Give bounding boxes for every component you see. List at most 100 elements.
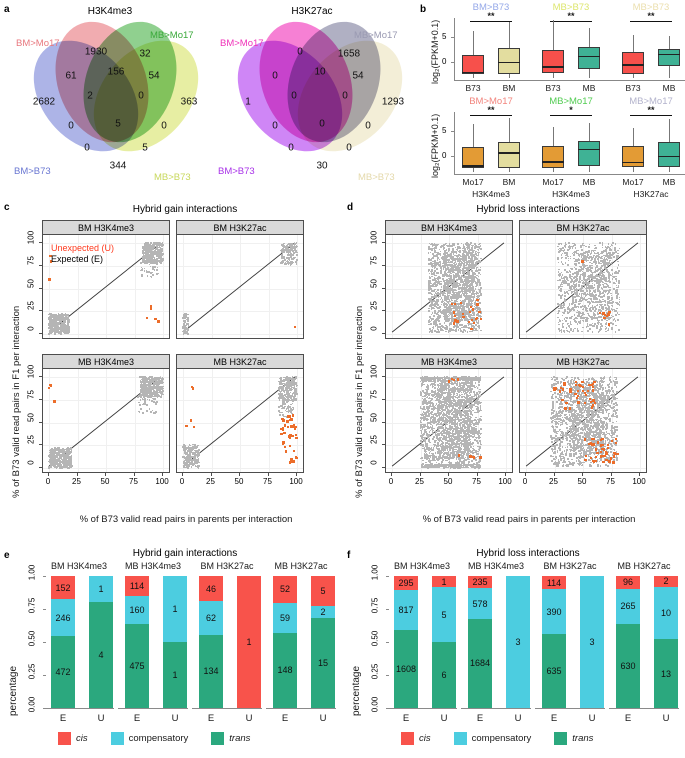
scatter-point-expected: [196, 446, 198, 448]
scatter-point-expected: [54, 314, 56, 316]
scatter-point-expected: [471, 293, 473, 295]
boxplot-y-tickmark: [451, 156, 454, 157]
scatter-point-expected: [466, 318, 468, 320]
boxplot-ylabel: log₂(FPKM+0.1): [430, 20, 440, 84]
scatter-point-expected: [292, 382, 294, 384]
scatter-point-expected: [431, 265, 433, 267]
scatter-point-expected: [280, 405, 282, 407]
scatter-point-expected: [434, 274, 436, 276]
scatter-point-expected: [480, 293, 482, 295]
scatter-point-expected: [143, 255, 145, 257]
scatter-point-expected: [192, 464, 194, 466]
scatter-point-expected: [149, 399, 151, 401]
scatter-point-expected: [464, 326, 466, 328]
scatter-y-tick: 100: [27, 229, 36, 247]
scatter-point-expected: [154, 412, 156, 414]
scatter-point-expected: [155, 391, 157, 393]
boxplot-y-tick: 5: [442, 32, 446, 41]
scatter-point-expected: [448, 245, 450, 247]
significance-label: **: [454, 11, 528, 21]
scatter-point-expected: [146, 261, 148, 263]
scatter-point-expected: [443, 247, 445, 249]
scatter-point-expected: [279, 414, 281, 416]
scatter-point-expected: [455, 247, 457, 249]
scatter-point-expected: [191, 467, 193, 469]
scatter-point-expected: [448, 318, 450, 320]
scatter-point-expected: [56, 460, 58, 462]
scatter-point-expected: [428, 264, 430, 266]
scatter-point-expected: [431, 276, 433, 278]
scatter-point-expected: [54, 333, 56, 335]
scatter-point-expected: [150, 272, 152, 274]
scatter-point-expected: [296, 398, 298, 400]
scatter-point-unexpected: [192, 387, 194, 389]
scatter-point-expected: [157, 273, 159, 275]
scatter-point-expected: [137, 396, 139, 398]
scatter-point-expected: [150, 276, 152, 278]
scatter-point-expected: [478, 276, 480, 278]
venn-count: 156: [108, 67, 125, 78]
scatter-x-tick: 100: [153, 477, 171, 486]
scatter-point-expected: [435, 301, 437, 303]
scatter-point-expected: [161, 255, 163, 257]
scatter-point-expected: [469, 298, 471, 300]
scatter-point-unexpected: [294, 428, 296, 430]
scatter-point-expected: [194, 444, 196, 446]
scatter-point-expected: [433, 279, 435, 281]
facet-plot-area: [177, 235, 303, 338]
scatter-point-expected: [157, 262, 159, 264]
scatter-x-tick: 50: [230, 477, 248, 486]
scatter-point-expected: [148, 271, 150, 273]
scatter-y-tickmark: [39, 333, 42, 334]
scatter-point-expected: [290, 250, 292, 252]
scatter-point-expected: [48, 319, 50, 321]
scatter-point-expected: [290, 392, 292, 394]
scatter-point-expected: [430, 271, 432, 273]
scatter-point-expected: [447, 307, 449, 309]
scatter-point-expected: [467, 295, 469, 297]
scatter-point-expected: [294, 248, 296, 250]
scatter-point-expected: [288, 381, 290, 383]
scatter-point-expected: [469, 331, 471, 333]
scatter-point-unexpected: [48, 387, 50, 389]
venn-set-label-bm-b73: BM>B73: [14, 166, 51, 177]
scatter-point-expected: [51, 318, 53, 320]
scatter-point-expected: [149, 383, 151, 385]
scatter-point-expected: [162, 260, 164, 262]
boxplot-x-axis: [454, 174, 685, 175]
scatter-point-expected: [477, 255, 479, 257]
scatter-point-expected: [469, 265, 471, 267]
scatter-point-expected: [53, 320, 55, 322]
scatter-point-expected: [158, 390, 160, 392]
scatter-point-expected: [187, 464, 189, 466]
scatter-point-unexpected: [157, 320, 159, 322]
venn-set-label-bm-mo17: BM>Mo17: [220, 38, 264, 49]
scatter-point-expected: [469, 264, 471, 266]
scatter-point-expected: [152, 396, 154, 398]
scatter-point-expected: [441, 301, 443, 303]
boxplot-median: [498, 62, 520, 64]
panel-b-letter: b: [420, 4, 426, 15]
scatter-point-expected: [475, 288, 477, 290]
scatter-point-expected: [446, 264, 448, 266]
scatter-point-expected: [433, 328, 435, 330]
scatter-point-expected: [437, 324, 439, 326]
scatter-point-expected: [435, 285, 437, 287]
scatter-point-expected: [431, 248, 433, 250]
scatter-point-expected: [69, 457, 71, 459]
boxplot-ylabel: log₂(FPKM+0.1): [430, 114, 440, 178]
scatter-point-expected: [475, 286, 477, 288]
scatter-point-expected: [433, 272, 435, 274]
venn-count: 1658: [338, 49, 360, 60]
scatter-point-expected: [478, 315, 480, 317]
scatter-point-expected: [471, 263, 473, 265]
scatter-point-expected: [189, 451, 191, 453]
boxplot-x-label: Mo17: [462, 177, 483, 187]
scatter-point-expected: [56, 317, 58, 319]
scatter-point-expected: [186, 332, 188, 334]
significance-label: **: [614, 11, 685, 21]
scatter-point-expected: [430, 305, 432, 307]
scatter-point-expected: [155, 394, 157, 396]
scatter-point-expected: [189, 454, 191, 456]
scatter-point-expected: [162, 388, 164, 390]
